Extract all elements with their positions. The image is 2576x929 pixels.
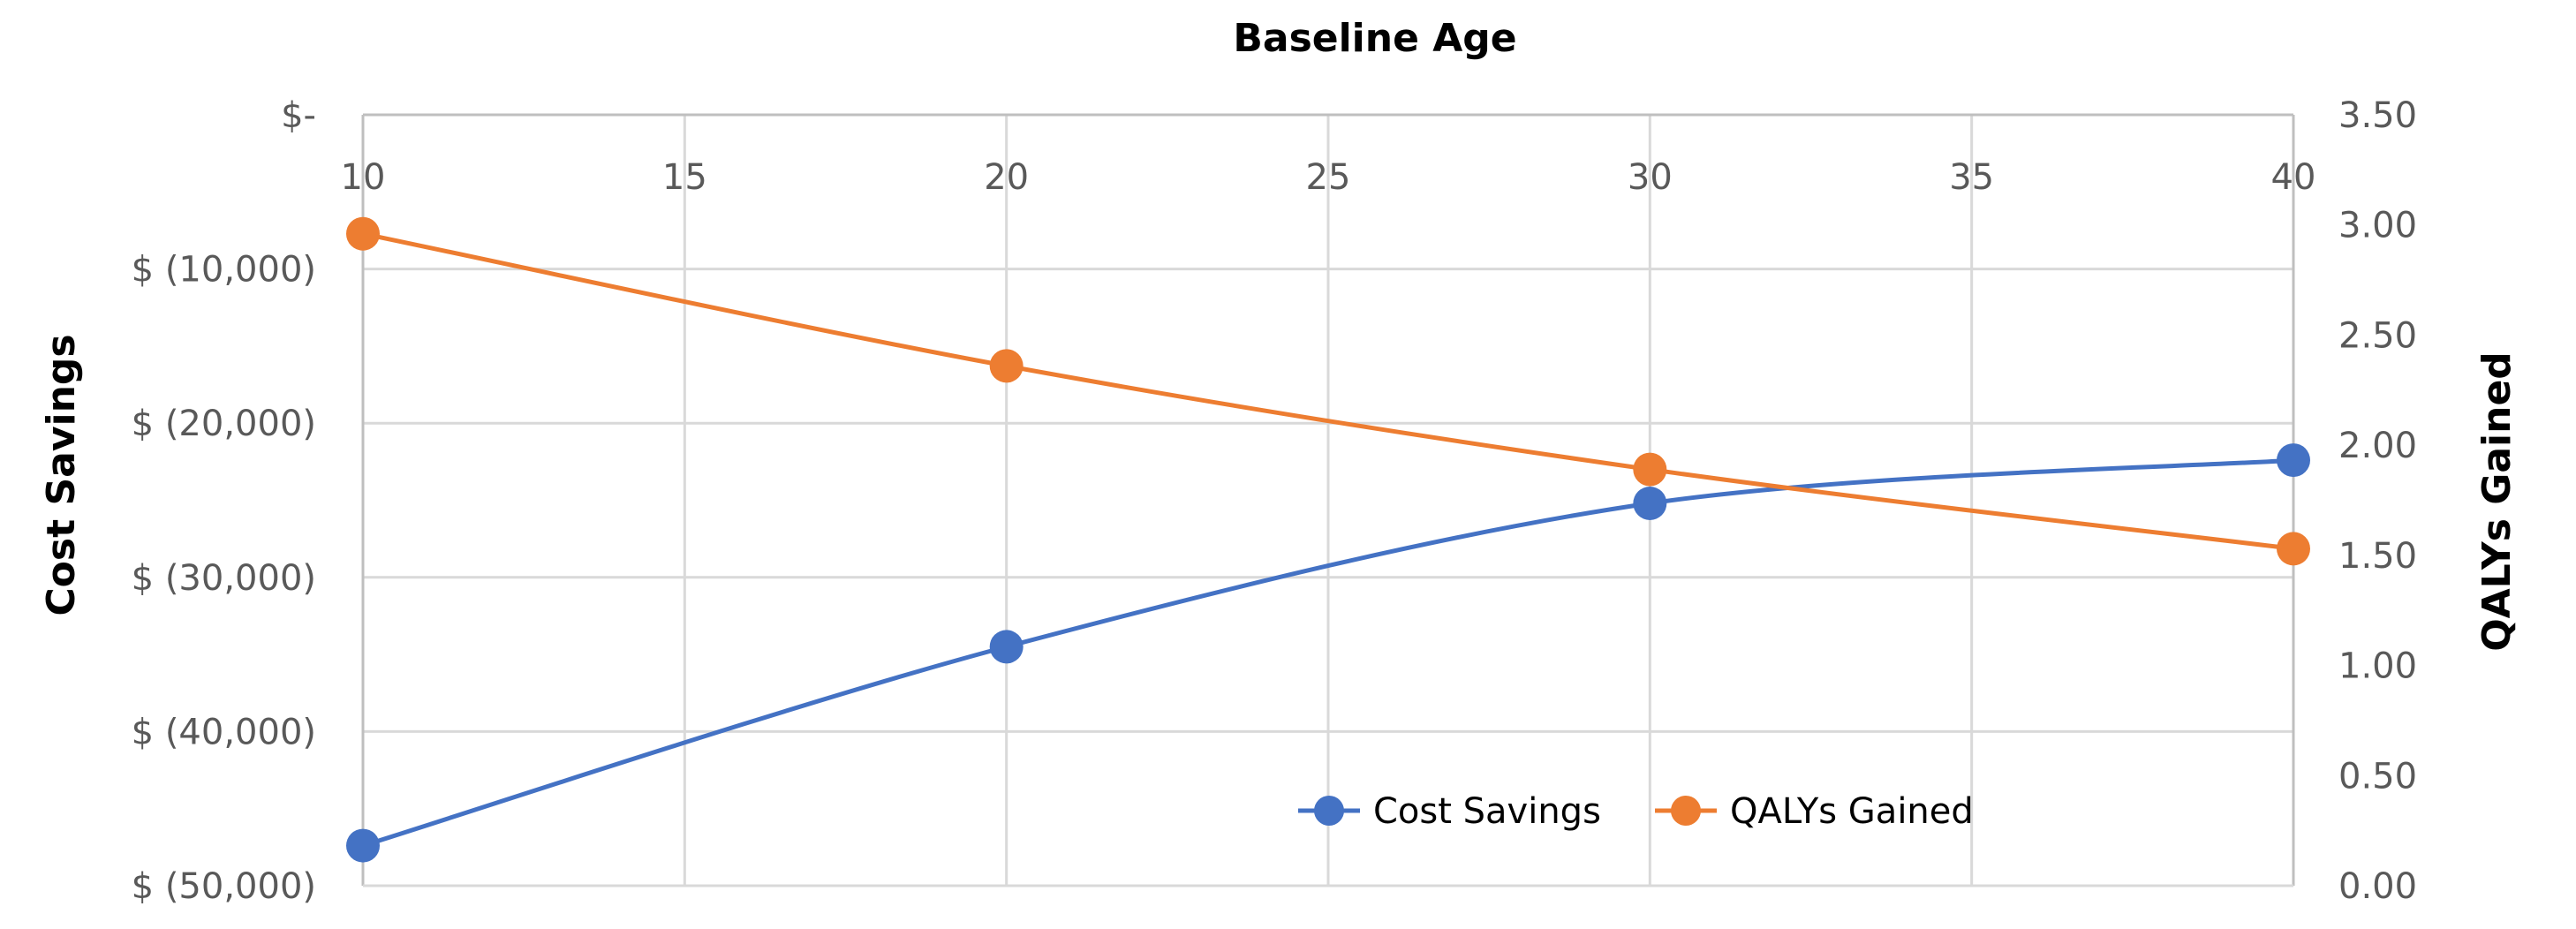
y-tick-label: $ (30,000) [132,558,316,599]
data-point-cost-savings [989,630,1024,664]
legend: Cost Savings QALYs Gained [1298,791,1974,832]
y-tick-label: $ (20,000) [132,404,316,444]
data-point-qalys-gained [989,349,1024,383]
y-tick-label: $ (50,000) [132,866,316,907]
legend-item-qalys-gained: QALYs Gained [1655,791,1974,832]
y-axis-title: Cost Savings [39,334,84,616]
y-tick-label: $ (40,000) [132,712,316,752]
y2-tick-label: 1.00 [2338,646,2417,687]
y2-tick-label: 1.50 [2338,536,2417,577]
legend-item-cost-savings: Cost Savings [1298,791,1601,832]
legend-marker-cost-savings [1314,796,1344,826]
y2-tick-label: 2.00 [2338,426,2417,466]
y-tick-label: $ (10,000) [132,250,316,291]
y2-tick-label: 3.50 [2338,95,2417,136]
x-tick-label: 30 [1628,157,1673,198]
gridlines [363,115,2293,886]
series-line-cost-savings [362,457,2294,848]
y2-tick-label: 0.50 [2338,756,2417,797]
legend-marker-qalys-gained [1671,796,1701,826]
x-tick-label: 10 [341,157,386,198]
legend-label-cost-savings: Cost Savings [1373,791,1601,832]
x-tick-label: 35 [1949,157,1994,198]
chart-title: Baseline Age [1233,16,1516,61]
data-point-cost-savings [1633,486,1667,520]
x-tick-label: 20 [984,157,1029,198]
y2-tick-label: 0.00 [2338,866,2417,907]
data-point-cost-savings [2277,443,2310,478]
data-point-qalys-gained [1633,452,1667,487]
y2-tick-label: 2.50 [2338,315,2417,356]
x-tick-label: 40 [2271,157,2316,198]
y-tick-label: $- [281,95,316,136]
data-point-cost-savings [346,828,380,863]
data-point-qalys-gained [2277,532,2310,566]
y2-tick-label: 3.00 [2338,206,2417,246]
y2-axis-title: QALYs Gained [2474,351,2519,652]
data-point-qalys-gained [346,216,380,251]
series-line-qalys-gained [362,231,2294,551]
tick-labels: $- $ (10,000) $ (20,000) $ (30,000) $ (40,00… [132,95,2417,907]
x-tick-label: 15 [662,157,707,198]
x-tick-label: 25 [1306,157,1351,198]
series [346,216,2310,863]
legend-label-qalys-gained: QALYs Gained [1730,791,1974,832]
